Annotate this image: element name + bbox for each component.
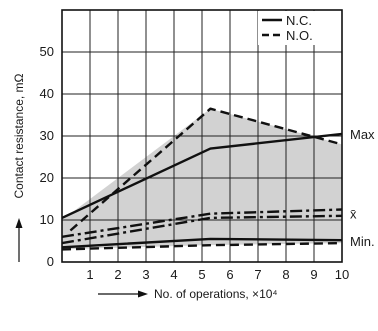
x-tick-label: 5 (198, 267, 205, 282)
series-line (62, 208, 342, 238)
legend: N.C.N.O. (258, 11, 340, 45)
y-tick-label: 20 (40, 170, 54, 185)
y-axis-label: Contact resistance, mΩ (12, 73, 26, 198)
annotation-layer: Max x̄ Min. (350, 127, 375, 249)
x-tick-label: 1 (86, 267, 93, 282)
y-tick-label: 10 (40, 212, 54, 227)
series-line (69, 107, 342, 232)
annotation-label: Min. (350, 234, 375, 249)
y-tick-label: 0 (47, 254, 54, 269)
tick-label-layer: 1 2 3 4 5 6 7 8 9 10 0 10 20 30 40 50 (40, 44, 350, 282)
x-tick-label: 7 (254, 267, 261, 282)
x-tick-label: 9 (310, 267, 317, 282)
x-tick-label: 10 (335, 267, 349, 282)
y-axis-arrow (15, 218, 23, 262)
series-line (62, 132, 342, 219)
plot-frame (61, 9, 343, 263)
x-tick-label: 8 (282, 267, 289, 282)
legend-label: N.C. (286, 13, 312, 28)
series-line (62, 241, 342, 251)
x-tick-label: 6 (226, 267, 233, 282)
y-tick-label: 40 (40, 86, 54, 101)
x-axis-label: No. of operations, ×10⁴ (154, 287, 278, 301)
x-axis-arrow (98, 290, 148, 298)
annotation-label: x̄ (350, 207, 357, 222)
legend-background (258, 11, 340, 45)
series-line (62, 214, 342, 245)
x-tick-label: 4 (170, 267, 177, 282)
legend-label: N.O. (286, 28, 313, 43)
annotation-label: Max (350, 127, 375, 142)
x-tick-label: 3 (142, 267, 149, 282)
series-line (62, 237, 342, 249)
series-layer (62, 107, 342, 251)
x-tick-label: 2 (114, 267, 121, 282)
y-tick-label: 30 (40, 128, 54, 143)
y-tick-label: 50 (40, 44, 54, 59)
